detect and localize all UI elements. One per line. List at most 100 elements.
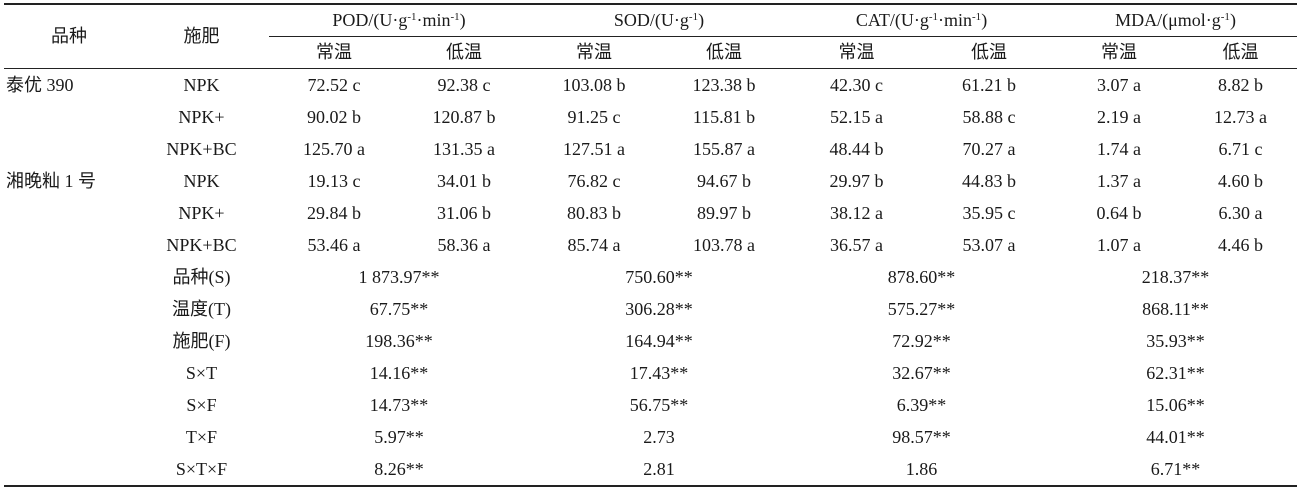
- anova-f-value: 1 873.97**: [358, 267, 440, 287]
- value-cell: 19.13 c: [307, 171, 361, 191]
- subheader-normal: 常温: [1101, 42, 1138, 62]
- value-cell: 120.87 b: [432, 107, 496, 127]
- subheader-normal: 常温: [316, 42, 352, 62]
- anova-factor-label: T×F: [185, 427, 218, 447]
- value-cell: 31.06 b: [437, 203, 491, 223]
- anova-f-value: 32.67**: [892, 363, 951, 383]
- value-cell: 3.07 a: [1097, 75, 1142, 95]
- value-cell: 1.37 a: [1097, 171, 1142, 191]
- anova-f-value: 750.60**: [625, 267, 693, 287]
- table-row: 泰优 390 NPK 72.52 c 92.38 c 103.08 b 123.…: [4, 69, 1297, 102]
- anova-f-value: 17.43**: [629, 363, 689, 383]
- fertilizer-cell: NPK+BC: [166, 139, 237, 159]
- value-cell: 89.97 b: [697, 203, 751, 223]
- anova-f-value: 218.37**: [1141, 267, 1210, 287]
- anova-f-value: 56.75**: [629, 395, 689, 415]
- value-cell: 131.35 a: [433, 139, 495, 159]
- anova-row: S×T 14.16** 17.43** 32.67** 62.31**: [4, 357, 1297, 389]
- anova-f-value: 868.11**: [1142, 299, 1209, 319]
- value-cell: 4.60 b: [1218, 171, 1264, 191]
- value-cell: 90.02 b: [307, 107, 361, 127]
- variety-cell: [4, 197, 134, 229]
- value-cell: 1.07 a: [1097, 235, 1142, 255]
- value-cell: 8.82 b: [1218, 75, 1264, 95]
- subheader-normal: 常温: [576, 42, 612, 62]
- value-cell: 80.83 b: [567, 203, 621, 223]
- subheader-low: 低温: [706, 42, 742, 62]
- anova-f-value: 2.73: [643, 427, 675, 447]
- header-row-groups: 品种 施肥 POD/(U·g-1·min-1) SOD/(U·g-1) CAT/…: [4, 3, 1298, 69]
- value-cell: 155.87 a: [693, 139, 755, 159]
- value-cell: 1.74 a: [1097, 139, 1142, 159]
- anova-f-value: 15.06**: [1146, 395, 1205, 415]
- value-cell: 36.57 a: [830, 235, 884, 255]
- anova-f-value: 2.81: [529, 453, 790, 487]
- value-cell: 48.44 b: [829, 139, 884, 159]
- value-cell: 58.88 c: [962, 107, 1016, 127]
- anova-factor-label: S×T×F: [134, 453, 269, 487]
- value-cell: 53.07 a: [962, 235, 1016, 255]
- value-cell: 2.19 a: [1097, 107, 1142, 127]
- anova-row: 温度(T) 67.75** 306.28** 575.27** 868.11**: [4, 293, 1297, 325]
- value-cell: 44.83 b: [962, 171, 1017, 191]
- anova-factor-label: S×F: [186, 395, 217, 415]
- variety-cell: 泰优 390: [6, 75, 74, 95]
- value-cell: 12.73 a: [1214, 107, 1268, 127]
- anova-factor-label: 施肥(F): [172, 331, 231, 351]
- anova-row: S×F 14.73** 56.75** 6.39** 15.06**: [4, 389, 1297, 421]
- anova-row: S×T×F 8.26** 2.81 1.86 6.71**: [4, 453, 1298, 487]
- value-cell: 34.01 b: [437, 171, 491, 191]
- col-header-mda: MDA/(μmol·g-1): [1054, 3, 1298, 37]
- table-row: NPK+ 90.02 b 120.87 b 91.25 c 115.81 b 5…: [4, 101, 1297, 133]
- variety-cell: [4, 229, 134, 261]
- value-cell: 53.46 a: [307, 235, 361, 255]
- value-cell: 61.21 b: [962, 75, 1017, 95]
- anova-row: T×F 5.97** 2.73 98.57** 44.01**: [4, 421, 1297, 453]
- anova-f-value: 67.75**: [369, 299, 429, 319]
- anova-f-value: 35.93**: [1146, 331, 1205, 351]
- header-row-temperature: 常温 低温 常温 低温 常温 低温 常温 低温: [4, 37, 1298, 69]
- value-cell: 91.25 c: [567, 107, 621, 127]
- value-cell: 115.81 b: [692, 107, 756, 127]
- anova-f-value: 8.26**: [269, 453, 529, 487]
- anova-f-value: 44.01**: [1146, 427, 1205, 447]
- anova-f-value: 14.16**: [369, 363, 429, 383]
- anova-f-value: 98.57**: [892, 427, 951, 447]
- value-cell: 103.08 b: [562, 75, 626, 95]
- table-row: 湘晚籼 1 号 NPK 19.13 c 34.01 b 76.82 c 94.6…: [4, 165, 1297, 197]
- value-cell: 127.51 a: [563, 139, 625, 159]
- value-cell: 29.84 b: [307, 203, 361, 223]
- value-cell: 29.97 b: [829, 171, 884, 191]
- value-cell: 125.70 a: [303, 139, 365, 159]
- anova-f-value: 164.94**: [625, 331, 693, 351]
- value-cell: 103.78 a: [693, 235, 755, 255]
- anova-row: 品种(S) 1 873.97** 750.60** 878.60** 218.3…: [4, 261, 1297, 293]
- value-cell: 72.52 c: [307, 75, 361, 95]
- fertilizer-cell: NPK+: [178, 203, 225, 223]
- value-cell: 4.46 b: [1218, 235, 1264, 255]
- enzyme-activity-table: 品种 施肥 POD/(U·g-1·min-1) SOD/(U·g-1) CAT/…: [4, 3, 1298, 487]
- value-cell: 76.82 c: [567, 171, 621, 191]
- col-header-pod: POD/(U·g-1·min-1): [269, 3, 529, 37]
- anova-f-value: 306.28**: [625, 299, 693, 319]
- variety-cell: [4, 101, 134, 133]
- anova-f-value: 6.71**: [1054, 453, 1298, 487]
- fertilizer-cell: NPK+: [178, 107, 225, 127]
- col-header-variety: 品种: [4, 3, 134, 69]
- anova-f-value: 5.97**: [374, 427, 424, 447]
- table-row: NPK+ 29.84 b 31.06 b 80.83 b 89.97 b 38.…: [4, 197, 1297, 229]
- anova-factor-label: 品种(S): [172, 267, 231, 287]
- table-row: NPK+BC 125.70 a 131.35 a 127.51 a 155.87…: [4, 133, 1297, 165]
- subheader-low: 低温: [446, 42, 482, 62]
- value-cell: 123.38 b: [692, 75, 756, 95]
- subheader-low: 低温: [971, 42, 1008, 62]
- value-cell: 70.27 a: [962, 139, 1016, 159]
- table-row: NPK+BC 53.46 a 58.36 a 85.74 a 103.78 a …: [4, 229, 1297, 261]
- anova-f-value: 62.31**: [1146, 363, 1205, 383]
- anova-factor-label: S×T: [185, 363, 218, 383]
- value-cell: 92.38 c: [437, 75, 491, 95]
- value-cell: 52.15 a: [830, 107, 884, 127]
- subheader-low: 低温: [1222, 42, 1259, 62]
- value-cell: 42.30 c: [830, 75, 884, 95]
- col-header-fertilizer: 施肥: [134, 3, 269, 69]
